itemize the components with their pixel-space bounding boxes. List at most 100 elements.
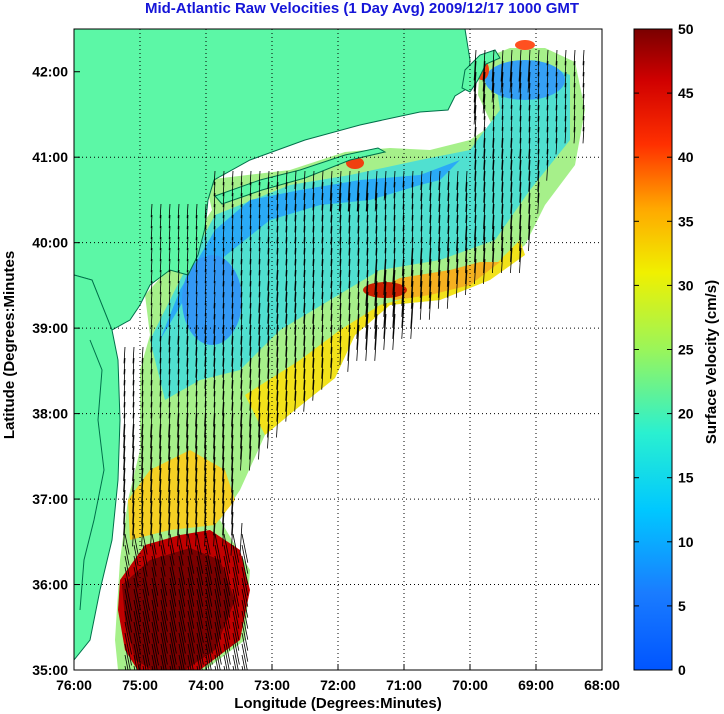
velocity-arrow — [195, 390, 198, 408]
velocity-arrow — [573, 93, 576, 110]
velocity-arrow — [294, 379, 297, 401]
velocity-arrow — [159, 280, 162, 295]
velocity-arrow — [178, 566, 186, 596]
velocity-arrow — [132, 423, 135, 448]
velocity-arrow — [312, 258, 315, 277]
velocity-arrow — [195, 478, 198, 503]
velocity-arrow — [231, 423, 234, 449]
velocity-arrow — [339, 313, 342, 332]
velocity-arrow — [240, 225, 243, 241]
velocity-arrow — [348, 247, 351, 266]
colorbar-tick-label: 30 — [678, 277, 694, 293]
velocity-arrow — [141, 434, 144, 459]
velocity-arrow — [483, 258, 486, 285]
velocity-arrow — [537, 192, 540, 214]
velocity-arrow — [177, 434, 180, 460]
velocity-arrow — [537, 137, 540, 155]
velocity-arrow — [159, 335, 162, 353]
velocity-arrow — [240, 269, 243, 287]
velocity-arrow — [150, 203, 153, 218]
velocity-arrow — [410, 236, 414, 265]
velocity-arrow — [132, 445, 135, 470]
velocity-arrow — [276, 313, 279, 335]
velocity-arrow — [267, 214, 270, 230]
velocity-arrow — [527, 49, 531, 82]
velocity-arrow — [240, 280, 243, 298]
velocity-arrow — [150, 423, 153, 448]
velocity-arrow — [186, 247, 189, 262]
velocity-arrow — [258, 192, 261, 208]
velocity-arrow — [204, 401, 207, 427]
velocity-arrow — [339, 214, 342, 234]
velocity-arrow — [213, 280, 216, 295]
velocity-arrow — [241, 665, 244, 670]
velocity-arrow — [383, 258, 387, 295]
velocity-arrow — [141, 467, 144, 492]
colorbar — [633, 28, 673, 671]
velocity-arrow — [438, 214, 441, 235]
velocity-arrow — [339, 346, 342, 365]
velocity-arrow — [186, 203, 189, 219]
velocity-arrow — [501, 192, 504, 214]
velocity-arrow — [151, 555, 157, 577]
velocity-arrow — [186, 522, 189, 547]
velocity-arrow — [312, 346, 315, 368]
velocity-arrow — [519, 82, 522, 100]
velocity-arrow — [231, 368, 234, 389]
velocity-arrow — [348, 203, 351, 223]
velocity-arrow — [276, 390, 279, 411]
velocity-arrow — [124, 632, 132, 666]
velocity-arrow — [249, 379, 252, 400]
velocity-arrow — [492, 225, 495, 252]
velocity-arrow — [123, 467, 126, 492]
velocity-arrow — [564, 60, 567, 77]
velocity-arrow — [213, 225, 216, 241]
velocity-arrow — [339, 203, 342, 223]
velocity-arrow — [501, 203, 504, 230]
velocity-arrow — [410, 269, 414, 298]
velocity-arrow — [231, 225, 234, 241]
velocity-arrow — [285, 368, 288, 390]
velocity-arrow — [258, 214, 261, 230]
velocity-arrow — [141, 423, 144, 448]
velocity-arrow — [411, 181, 414, 199]
velocity-arrow — [267, 291, 270, 313]
velocity-arrow — [267, 423, 270, 449]
velocity-arrow — [159, 269, 162, 284]
velocity-arrow — [492, 104, 495, 120]
velocity-arrow — [501, 93, 504, 109]
velocity-arrow — [232, 621, 240, 651]
velocity-arrow — [231, 500, 234, 525]
velocity-arrow — [419, 280, 423, 309]
velocity-arrow — [258, 368, 261, 389]
velocity-arrow — [482, 71, 486, 103]
velocity-arrow — [222, 214, 225, 230]
velocity-arrow — [392, 247, 396, 284]
colorbar-tick-label: 0 — [678, 662, 686, 678]
velocity-arrow — [276, 236, 279, 255]
velocity-arrow — [339, 258, 342, 277]
velocity-arrow — [177, 335, 180, 356]
velocity-arrow — [456, 225, 459, 252]
velocity-arrow — [195, 247, 198, 262]
velocity-arrow — [178, 665, 181, 670]
velocity-arrow — [178, 643, 185, 670]
velocity-arrow — [222, 346, 225, 367]
velocity-arrow — [474, 115, 477, 137]
velocity-arrow — [240, 247, 243, 265]
velocity-arrow — [240, 412, 243, 438]
velocity-arrow — [132, 390, 135, 408]
velocity-arrow — [402, 225, 405, 243]
velocity-arrow — [374, 258, 378, 295]
velocity-arrow — [267, 203, 270, 219]
velocity-arrow — [312, 368, 315, 390]
velocity-arrow — [285, 258, 288, 277]
velocity-arrow — [392, 302, 396, 339]
velocity-arrow — [168, 500, 171, 525]
velocity-arrow — [195, 368, 198, 386]
velocity-arrow — [150, 269, 153, 284]
velocity-arrow — [159, 368, 162, 386]
velocity-arrow — [249, 280, 252, 298]
velocity-arrow — [329, 170, 333, 201]
velocity-arrow — [170, 688, 177, 714]
